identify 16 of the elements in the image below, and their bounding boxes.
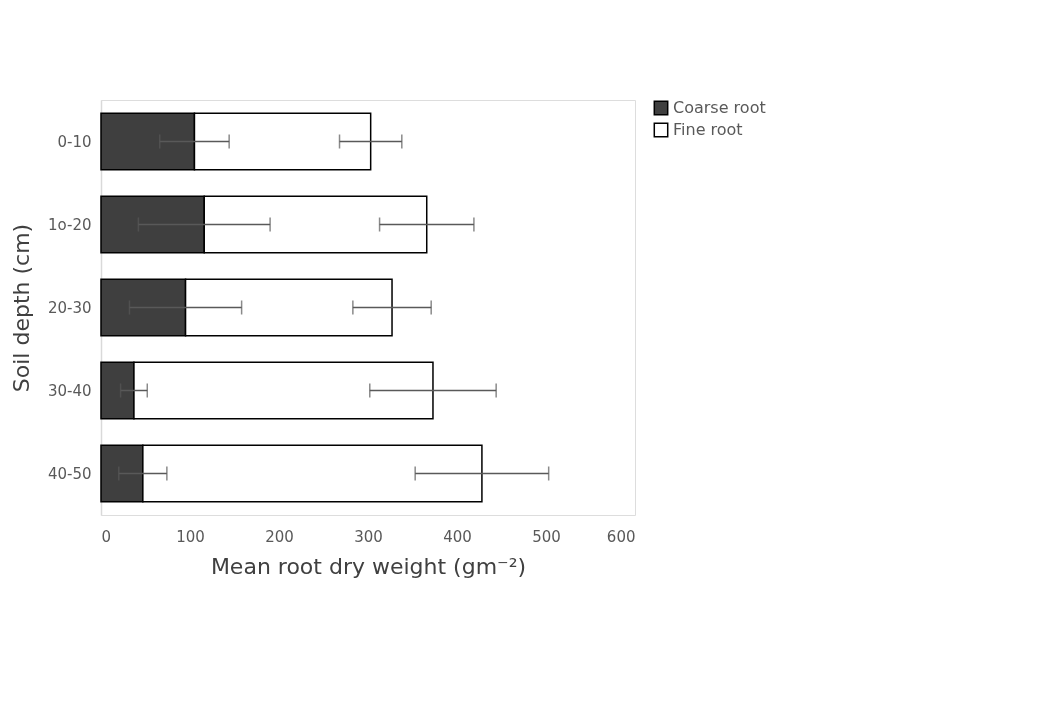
x-tick-label: 600 xyxy=(606,527,636,546)
y-axis-title: Soil depth (cm) xyxy=(8,223,34,393)
x-tick-label: 0 xyxy=(101,527,112,546)
x-axis-title: Mean root dry weight (gm⁻²) xyxy=(210,553,527,579)
legend-label: Coarse root xyxy=(673,98,766,117)
y-tick-label: 0-10 xyxy=(57,132,92,151)
y-tick-label: 20-30 xyxy=(47,298,92,317)
y-tick-label: 40-50 xyxy=(47,464,92,483)
y-tick-label: 1o-20 xyxy=(48,215,92,234)
legend-label: Fine root xyxy=(673,120,743,139)
x-tick-label: 100 xyxy=(176,527,205,546)
x-tick-label: 300 xyxy=(354,527,383,546)
x-tick-label: 400 xyxy=(443,527,472,546)
x-tick-label: 200 xyxy=(265,527,294,546)
y-tick-label: 30-40 xyxy=(47,381,92,400)
x-tick-label: 500 xyxy=(532,527,561,546)
